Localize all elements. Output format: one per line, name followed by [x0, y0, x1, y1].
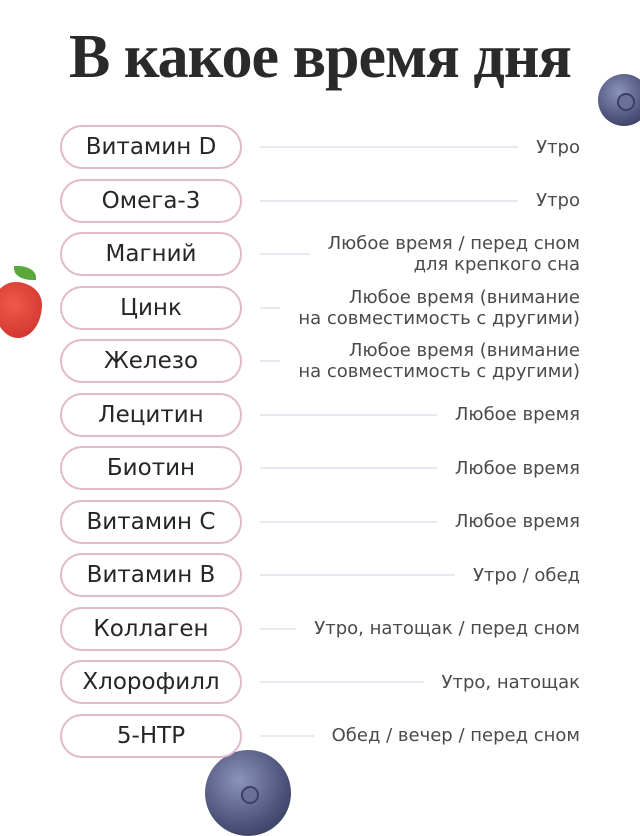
supplement-name-pill: Омега-3 — [60, 178, 242, 223]
connector-line — [260, 199, 519, 202]
list-item: Цинк Любое время (внимание на совместимос… — [60, 285, 580, 330]
time-of-day-label: Утро — [536, 190, 580, 211]
blueberry-image — [598, 74, 640, 126]
supplement-name-pill: Магний — [60, 232, 242, 276]
supplement-name-pill: Железо — [60, 339, 242, 383]
list-item: Витамин C Любое время — [60, 499, 580, 544]
supplement-name-pill: Витамин D — [60, 125, 242, 169]
list-item: Железо Любое время (внимание на совместим… — [60, 339, 580, 383]
list-item: Хлорофилл Утро, натощак — [60, 660, 580, 704]
page-title: В какое время дня — [69, 23, 572, 91]
supplement-name-pill: Витамин B — [60, 553, 242, 597]
list-item: 5-HTP Обед / вечер / перед сном — [60, 713, 580, 758]
time-of-day-label: Утро — [536, 136, 580, 158]
supplement-name-pill: Цинк — [60, 285, 242, 330]
list-item: Витамин B Утро / обед — [60, 553, 580, 597]
blueberry-image — [205, 750, 291, 836]
time-of-day-label: Утро, натощак / перед сном — [314, 618, 580, 639]
connector-line — [260, 467, 437, 469]
supplement-name-pill: Биотин — [60, 446, 242, 490]
list-item: Лецитин Любое время — [60, 392, 580, 437]
connector-line — [260, 360, 281, 362]
supplement-name-pill: 5-HTP — [60, 713, 242, 758]
connector-line — [260, 306, 281, 309]
list-item: Омега-3 Утро — [60, 178, 580, 223]
list-item: Коллаген Утро, натощак / перед сном — [60, 606, 580, 651]
time-of-day-label: Любое время / перед сном для крепкого сн… — [327, 233, 580, 275]
connector-line — [260, 413, 437, 416]
list-item: Магний Любое время / перед сном для крепк… — [60, 232, 580, 276]
supplement-name-pill: Лецитин — [60, 392, 242, 437]
strawberry-leaf-image — [14, 266, 36, 280]
time-of-day-label: Любое время (внимание на совместимость с… — [298, 286, 580, 329]
time-of-day-label: Любое время — [454, 511, 580, 532]
time-of-day-label: Любое время (внимание на совместимость с… — [298, 340, 580, 382]
list-item: Биотин Любое время — [60, 446, 580, 490]
time-of-day-label: Любое время — [454, 404, 580, 425]
supplement-name-pill: Коллаген — [60, 606, 242, 651]
supplement-name-pill: Хлорофилл — [60, 660, 242, 704]
connector-line — [260, 146, 519, 148]
connector-line — [260, 734, 314, 737]
connector-line — [260, 574, 455, 576]
supplement-name-pill: Витамин C — [60, 499, 242, 544]
connector-line — [260, 681, 424, 683]
time-of-day-label: Любое время — [454, 457, 580, 479]
time-of-day-label: Утро / обед — [472, 564, 580, 586]
connector-line — [260, 520, 437, 523]
connector-line — [260, 627, 297, 630]
time-of-day-label: Утро, натощак — [441, 671, 581, 693]
time-of-day-label: Обед / вечер / перед сном — [331, 725, 580, 746]
strawberry-image — [0, 282, 42, 338]
list-item: Витамин D Утро — [60, 125, 580, 169]
connector-line — [260, 253, 310, 255]
